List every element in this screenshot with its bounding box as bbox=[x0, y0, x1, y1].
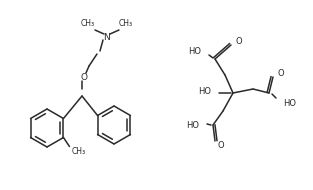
Text: HO: HO bbox=[186, 120, 199, 130]
Text: HO: HO bbox=[283, 98, 296, 108]
Text: CH₃: CH₃ bbox=[119, 20, 133, 28]
Text: CH₃: CH₃ bbox=[81, 20, 95, 28]
Text: O: O bbox=[236, 37, 243, 47]
Text: HO: HO bbox=[188, 48, 201, 56]
Text: HO: HO bbox=[198, 86, 211, 96]
Text: O: O bbox=[80, 73, 88, 82]
Text: N: N bbox=[104, 32, 110, 41]
Text: O: O bbox=[277, 70, 284, 78]
Text: O: O bbox=[217, 142, 223, 150]
Text: CH₃: CH₃ bbox=[71, 147, 85, 156]
